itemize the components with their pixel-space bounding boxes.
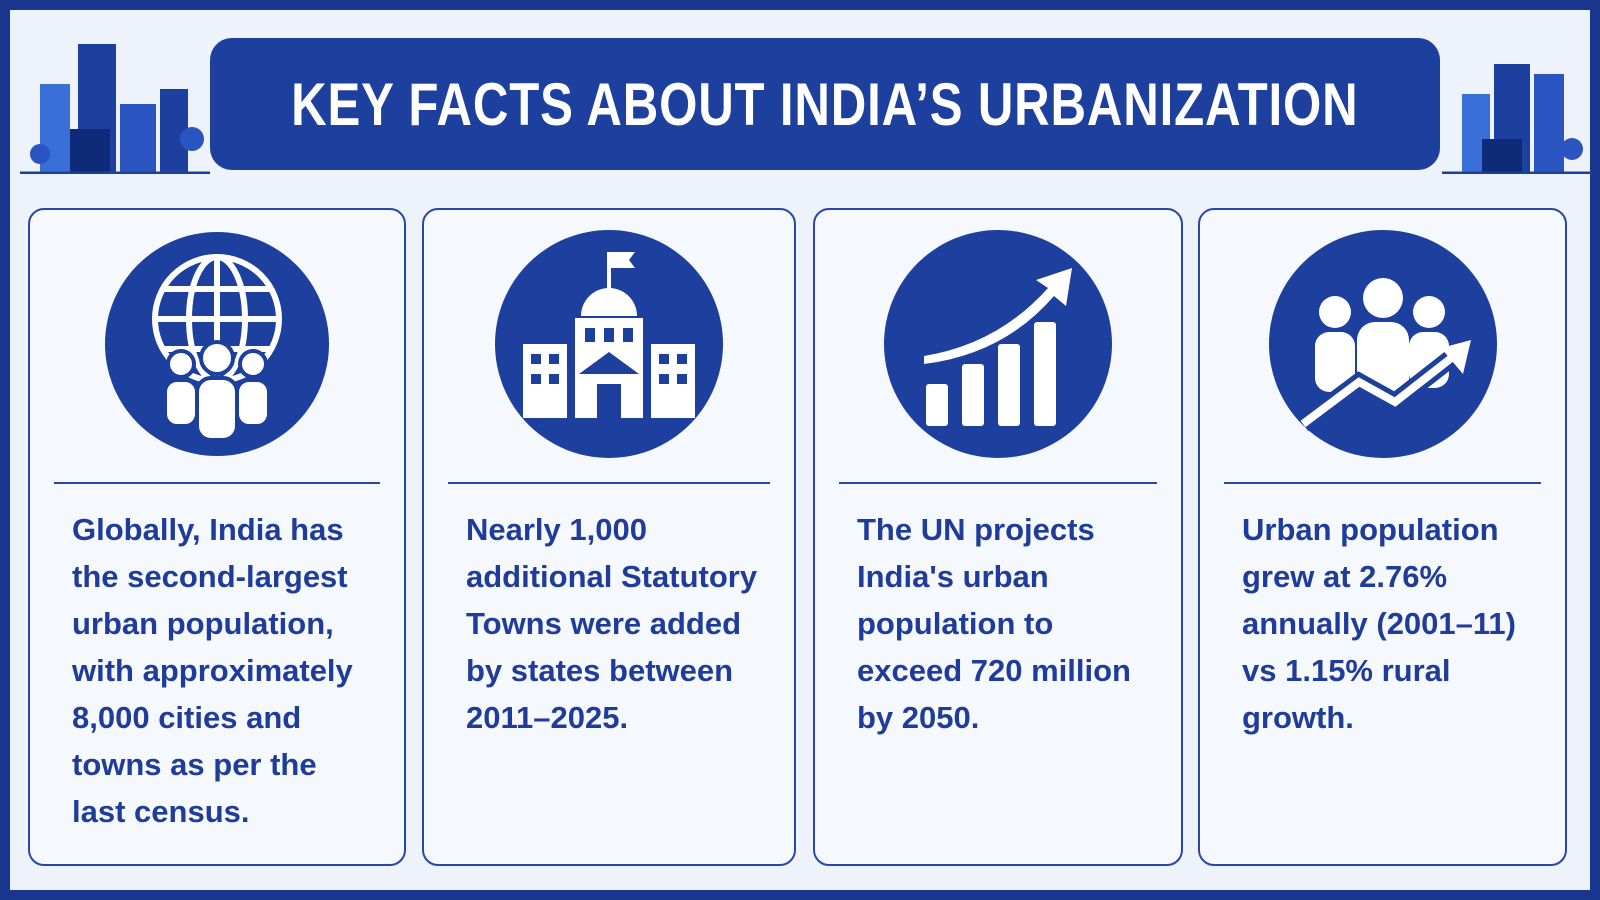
fact-text: Urban population grew at 2.76% annually … (1242, 512, 1516, 735)
globe-people-icon (105, 232, 329, 456)
divider (54, 482, 380, 484)
population-growth-icon (1268, 230, 1497, 458)
fact-text: The UN projects India's urban population… (857, 512, 1131, 735)
divider (1224, 482, 1541, 484)
fact-text: Globally, India has the second-largest u… (72, 512, 353, 829)
skyline-right (1442, 64, 1592, 174)
fact-card: The UN projects India's urban population… (813, 208, 1183, 866)
fact-card: Globally, India has the second-largest u… (28, 208, 406, 866)
title-banner: KEY FACTS ABOUT INDIA’S URBANIZATION (210, 38, 1440, 170)
growth-chart-icon (884, 230, 1112, 458)
fact-text: Nearly 1,000 additional Statutory Towns … (466, 512, 758, 735)
fact-card: Urban population grew at 2.76% annually … (1198, 208, 1567, 866)
divider (448, 482, 770, 484)
fact-card: Nearly 1,000 additional Statutory Towns … (422, 208, 796, 866)
divider (839, 482, 1157, 484)
skyline-left (20, 44, 210, 174)
building-icon (495, 230, 723, 458)
title: KEY FACTS ABOUT INDIA’S URBANIZATION (291, 70, 1359, 138)
